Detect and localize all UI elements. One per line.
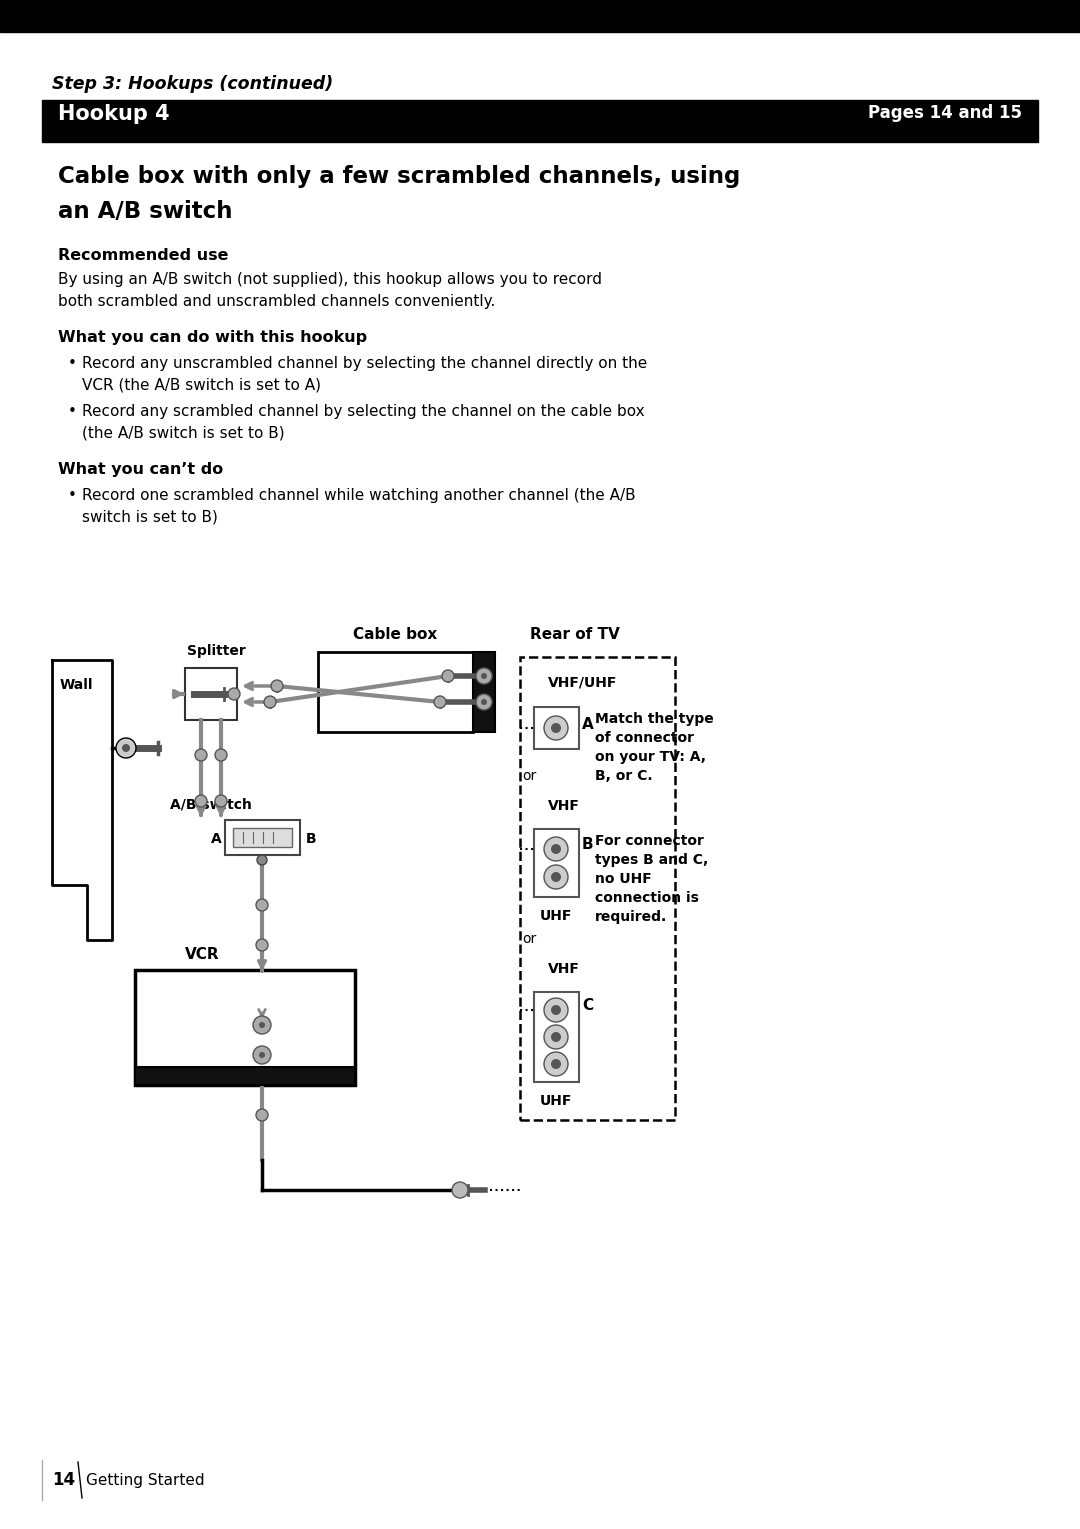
Bar	[519, 657, 675, 1121]
Circle shape	[453, 1182, 468, 1199]
Text: switch is set to B): switch is set to B)	[82, 511, 218, 524]
Circle shape	[551, 723, 561, 732]
Text: both scrambled and unscrambled channels conveniently.: both scrambled and unscrambled channels …	[58, 294, 496, 309]
Text: Wall: Wall	[60, 677, 94, 693]
Text: Rear of TV: Rear of TV	[530, 627, 620, 642]
Text: Getting Started: Getting Started	[86, 1472, 204, 1488]
Circle shape	[253, 1046, 271, 1064]
Bar	[318, 651, 473, 732]
Circle shape	[551, 1005, 561, 1015]
Circle shape	[195, 749, 207, 761]
Circle shape	[481, 699, 487, 705]
Circle shape	[253, 1015, 271, 1034]
Text: Record any scrambled channel by selecting the channel on the cable box: Record any scrambled channel by selectin…	[82, 404, 645, 419]
Text: OUT: OUT	[474, 697, 491, 706]
Text: UHF: UHF	[540, 910, 572, 924]
Circle shape	[544, 716, 568, 740]
Circle shape	[476, 694, 492, 709]
Circle shape	[122, 745, 130, 752]
Circle shape	[256, 1109, 268, 1121]
Circle shape	[256, 939, 268, 951]
Circle shape	[195, 795, 207, 807]
Text: VHF/UHF: VHF/UHF	[240, 989, 278, 998]
Text: 14: 14	[52, 1471, 76, 1489]
Circle shape	[257, 855, 267, 865]
Bar	[534, 706, 579, 749]
Text: •: •	[68, 404, 77, 419]
Text: VCR: VCR	[185, 946, 219, 962]
Text: Splitter: Splitter	[187, 644, 246, 657]
Circle shape	[551, 844, 561, 855]
Text: or: or	[522, 769, 537, 783]
Text: VHF/UHF: VHF/UHF	[548, 674, 618, 690]
Circle shape	[551, 1060, 561, 1069]
Bar	[135, 969, 355, 1086]
Text: A: A	[211, 832, 221, 846]
Text: Hookup 4: Hookup 4	[58, 104, 170, 124]
Text: •: •	[68, 356, 77, 372]
Bar	[185, 668, 237, 720]
Text: Pages 14 and 15: Pages 14 and 15	[868, 104, 1022, 122]
Circle shape	[481, 673, 487, 679]
Bar	[473, 651, 495, 732]
Circle shape	[442, 670, 454, 682]
Text: Cable box: Cable box	[353, 627, 437, 642]
Circle shape	[544, 836, 568, 861]
Text: •: •	[68, 488, 77, 503]
Circle shape	[544, 865, 568, 888]
Text: For connector
types B and C,
no UHF
connection is
required.: For connector types B and C, no UHF conn…	[595, 833, 708, 924]
Circle shape	[434, 696, 446, 708]
Text: What you can do with this hookup: What you can do with this hookup	[58, 330, 367, 346]
Text: (the A/B switch is set to B): (the A/B switch is set to B)	[82, 427, 285, 440]
Text: By using an A/B switch (not supplied), this hookup allows you to record: By using an A/B switch (not supplied), t…	[58, 272, 602, 287]
Circle shape	[551, 872, 561, 882]
Text: B: B	[582, 836, 594, 852]
Text: C: C	[582, 998, 593, 1014]
Circle shape	[228, 688, 240, 700]
Text: Match the type
of connector
on your TV: A,
B, or C.: Match the type of connector on your TV: …	[595, 713, 714, 783]
Text: A/B switch: A/B switch	[170, 798, 252, 812]
Text: VHF: VHF	[548, 800, 580, 813]
Text: VCR (the A/B switch is set to A): VCR (the A/B switch is set to A)	[82, 378, 321, 393]
Circle shape	[544, 998, 568, 1021]
Text: IN: IN	[248, 1005, 257, 1014]
Circle shape	[259, 1021, 265, 1027]
Text: Record one scrambled channel while watching another channel (the A/B: Record one scrambled channel while watch…	[82, 488, 636, 503]
Circle shape	[476, 668, 492, 683]
Bar	[0, 0, 1080, 32]
Text: Step 3: Hookups (continued): Step 3: Hookups (continued)	[52, 75, 334, 93]
Bar	[225, 820, 300, 855]
Bar	[42, 99, 1038, 142]
Text: A: A	[582, 717, 594, 732]
Text: Record any unscrambled channel by selecting the channel directly on the: Record any unscrambled channel by select…	[82, 356, 647, 372]
Circle shape	[544, 1052, 568, 1076]
Text: B: B	[306, 832, 316, 846]
Text: Recommended use: Recommended use	[58, 248, 229, 263]
Circle shape	[264, 696, 276, 708]
Text: or: or	[522, 933, 537, 946]
Circle shape	[215, 795, 227, 807]
Text: IN: IN	[476, 673, 485, 680]
Circle shape	[256, 899, 268, 911]
Circle shape	[259, 1052, 265, 1058]
Bar	[233, 829, 292, 847]
Circle shape	[116, 739, 136, 758]
Bar	[534, 829, 579, 898]
Text: OUT: OUT	[244, 1040, 261, 1049]
Circle shape	[215, 749, 227, 761]
Text: VHF: VHF	[548, 962, 580, 976]
Bar	[534, 992, 579, 1083]
Text: Cable box with only a few scrambled channels, using: Cable box with only a few scrambled chan…	[58, 165, 740, 188]
Circle shape	[271, 680, 283, 693]
Circle shape	[551, 1032, 561, 1041]
Circle shape	[544, 1024, 568, 1049]
Text: What you can’t do: What you can’t do	[58, 462, 224, 477]
Text: an A/B switch: an A/B switch	[58, 200, 232, 223]
Text: UHF: UHF	[540, 1095, 572, 1109]
Bar	[135, 1067, 355, 1086]
